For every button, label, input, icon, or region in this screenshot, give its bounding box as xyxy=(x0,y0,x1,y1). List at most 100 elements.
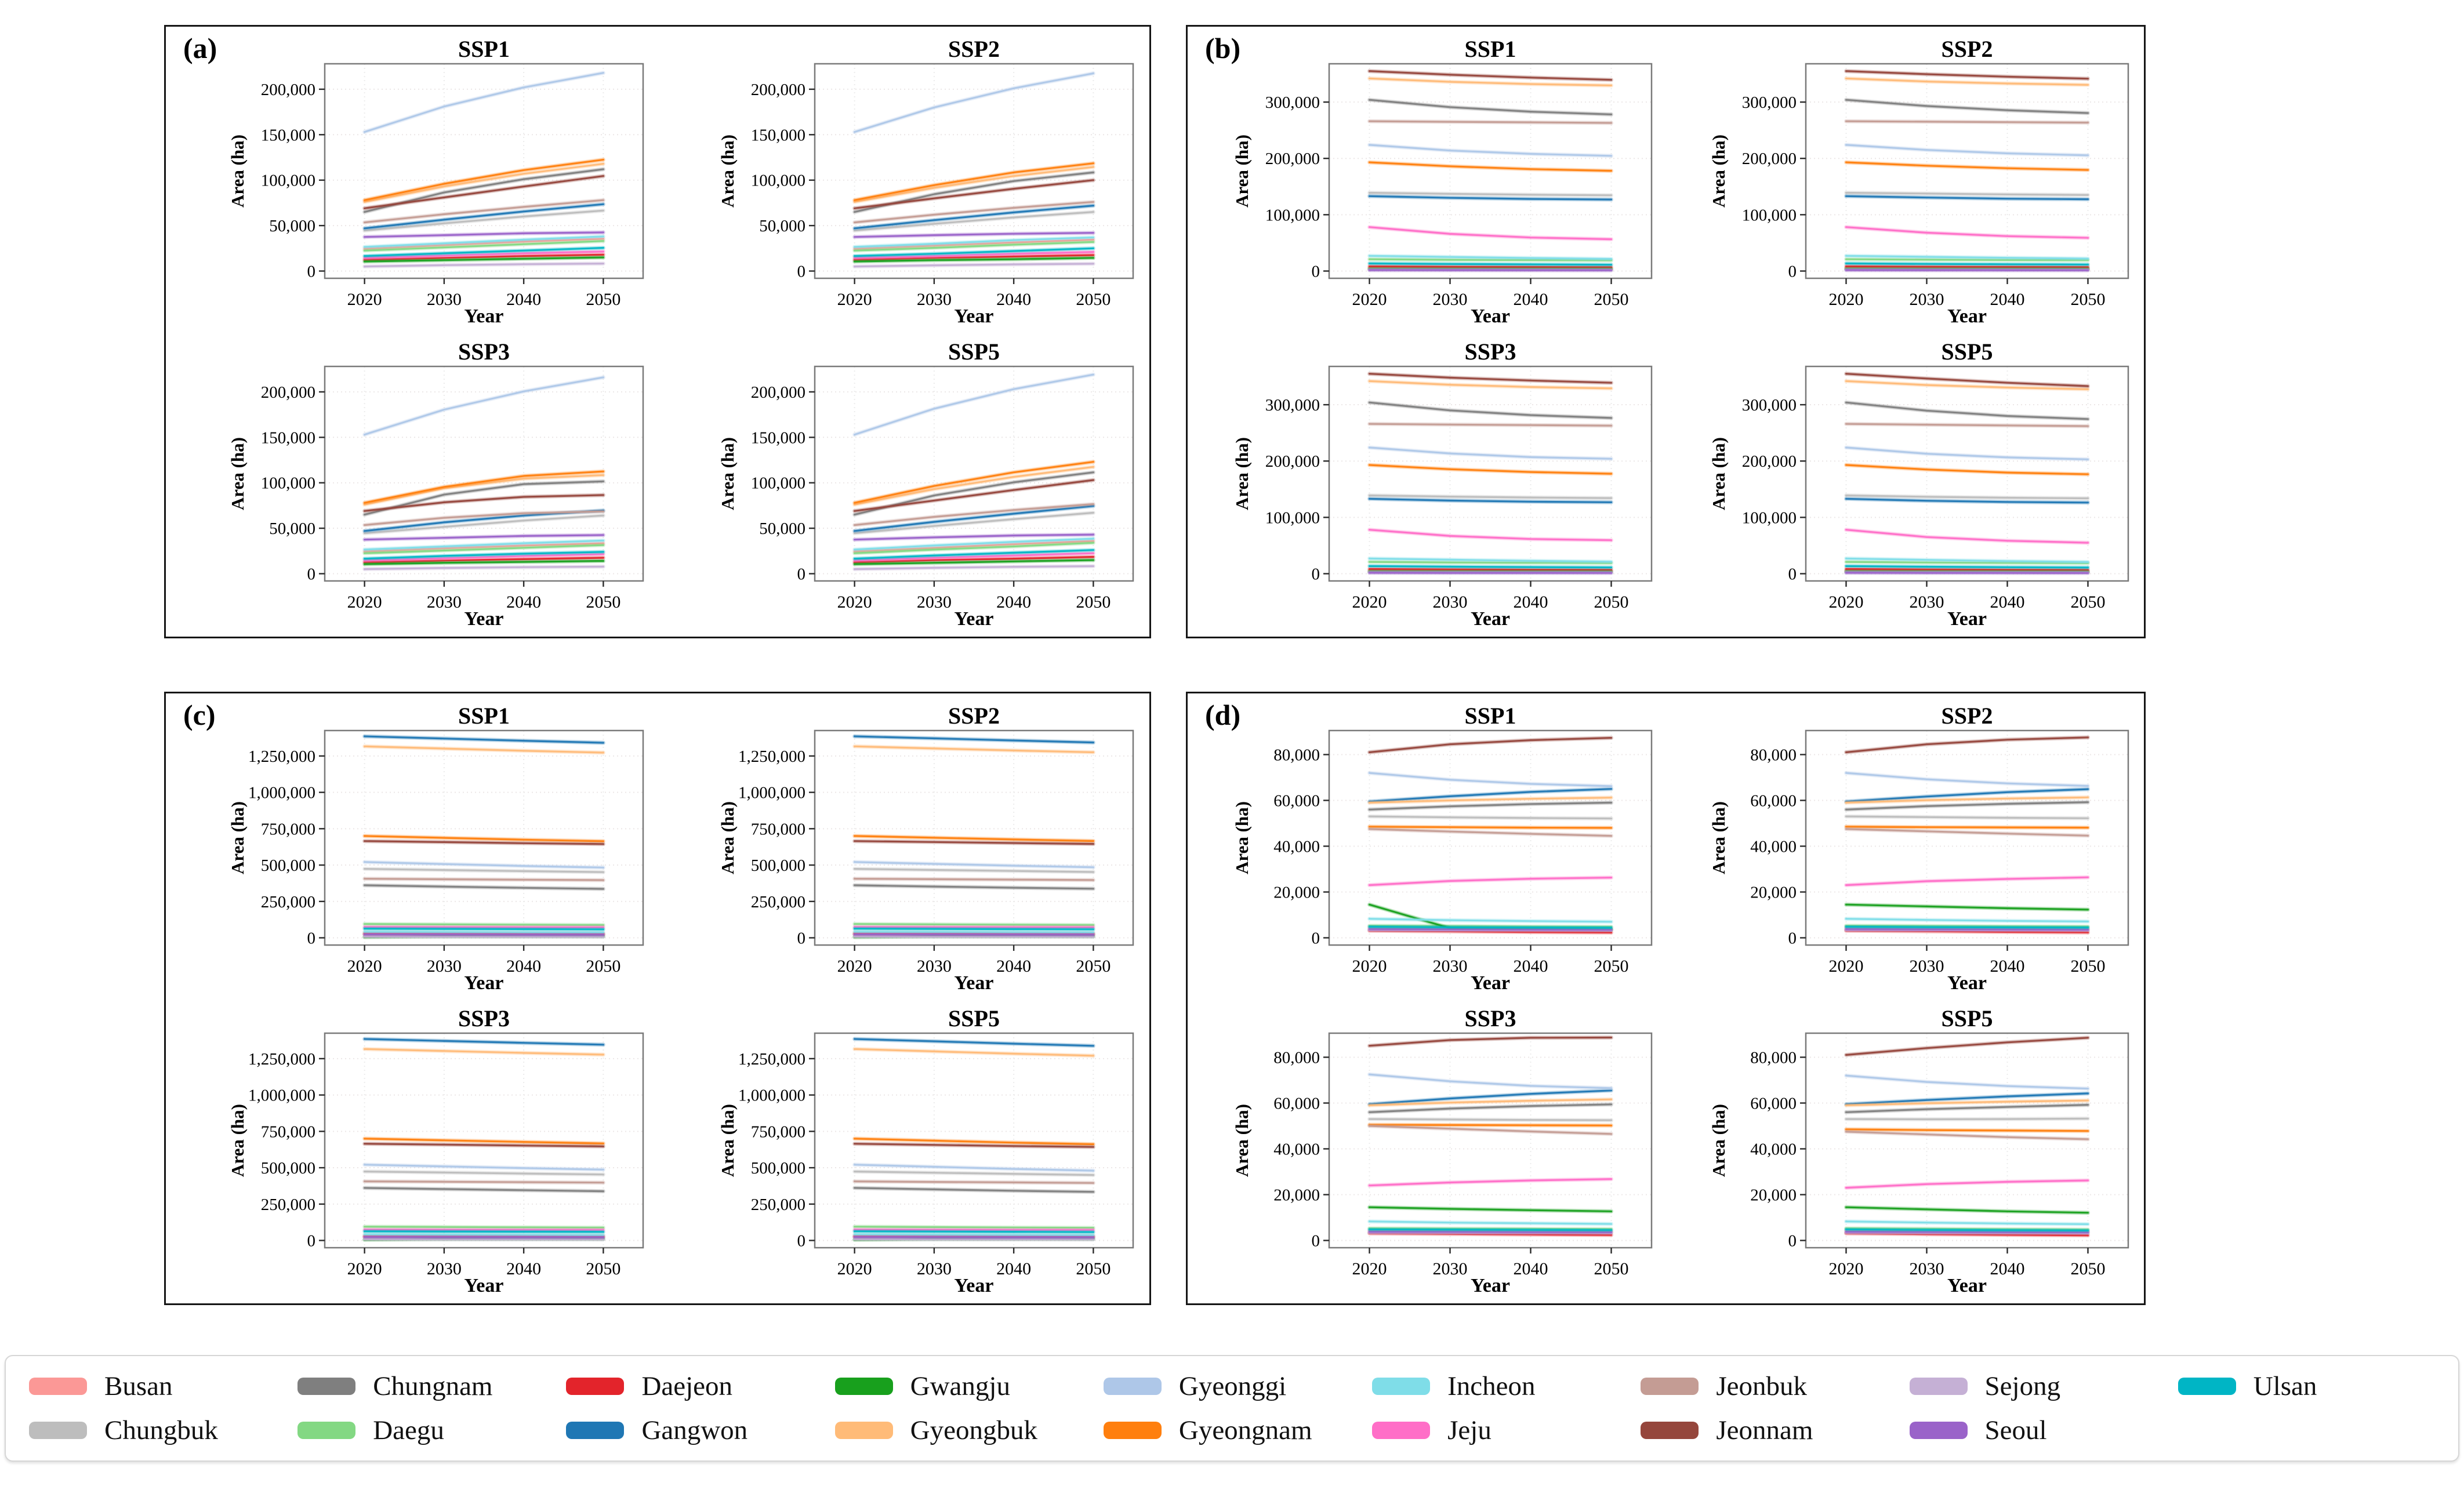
svg-text:2050: 2050 xyxy=(1594,593,1629,612)
svg-text:Area (ha): Area (ha) xyxy=(1708,1104,1729,1177)
legend-swatch-seoul xyxy=(1909,1422,1968,1439)
svg-text:20,000: 20,000 xyxy=(1750,883,1797,902)
legend-item-label: Chungbuk xyxy=(104,1415,218,1445)
svg-text:2030: 2030 xyxy=(1433,1259,1468,1278)
legend-swatch-daejeon xyxy=(566,1378,625,1395)
svg-text:2020: 2020 xyxy=(1829,1259,1864,1278)
svg-text:Area (ha): Area (ha) xyxy=(227,437,248,510)
svg-text:20,000: 20,000 xyxy=(1273,1186,1320,1204)
subplot-b-ssp2: 0 100,000 200,000 300,000 2020 2030 2040 2050 SS… xyxy=(1708,36,2129,327)
svg-text:2030: 2030 xyxy=(427,593,462,612)
svg-text:0: 0 xyxy=(1788,262,1797,281)
svg-text:1,000,000: 1,000,000 xyxy=(738,1087,805,1105)
svg-text:2040: 2040 xyxy=(1514,593,1548,612)
subplot-d-ssp5: 0 20,000 40,000 60,000 80,000 2020 2030 2040 205… xyxy=(1708,1005,2129,1296)
svg-text:SSP3: SSP3 xyxy=(458,1005,510,1031)
svg-text:2050: 2050 xyxy=(2071,290,2106,309)
svg-text:Year: Year xyxy=(1947,1275,1987,1296)
panel-c: (c) 0 250,000 500,000 750,000 1,000,000 1,250… xyxy=(164,692,1151,1305)
svg-text:750,000: 750,000 xyxy=(751,1122,805,1141)
svg-text:150,000: 150,000 xyxy=(751,428,805,447)
svg-text:200,000: 200,000 xyxy=(1265,150,1320,168)
svg-text:SSP1: SSP1 xyxy=(458,703,510,729)
svg-text:2050: 2050 xyxy=(2071,1259,2106,1278)
svg-text:2020: 2020 xyxy=(837,957,872,976)
svg-text:0: 0 xyxy=(307,262,316,281)
svg-text:Year: Year xyxy=(1471,306,1510,327)
legend-swatch-chungnam xyxy=(297,1378,356,1395)
svg-text:Year: Year xyxy=(465,1275,504,1296)
legend-swatch-ulsan xyxy=(2178,1378,2236,1395)
subplot-b-ssp3: 0 100,000 200,000 300,000 2020 2030 2040 2050 SS… xyxy=(1232,339,1653,630)
subplot-d-ssp3: 0 20,000 40,000 60,000 80,000 2020 2030 2040 205… xyxy=(1232,1005,1653,1296)
svg-text:2020: 2020 xyxy=(1352,593,1387,612)
svg-text:SSP1: SSP1 xyxy=(1465,36,1516,62)
svg-text:2020: 2020 xyxy=(837,593,872,612)
svg-text:SSP2: SSP2 xyxy=(948,36,1000,62)
svg-text:2040: 2040 xyxy=(506,957,541,976)
svg-text:200,000: 200,000 xyxy=(751,383,805,402)
svg-text:0: 0 xyxy=(797,1231,806,1250)
legend-swatch-jeju xyxy=(1372,1422,1431,1439)
svg-text:SSP2: SSP2 xyxy=(1942,703,1993,729)
legend-item-label: Gyeongnam xyxy=(1178,1415,1312,1445)
svg-text:SSP5: SSP5 xyxy=(948,339,1000,365)
svg-text:2040: 2040 xyxy=(506,290,541,309)
subplot-a-ssp1: 0 50,000 100,000 150,000 200,000 2020 2030 2040… xyxy=(227,36,644,327)
svg-text:20,000: 20,000 xyxy=(1750,1186,1797,1204)
legend-item-label: Gangwon xyxy=(641,1415,748,1445)
svg-text:1,000,000: 1,000,000 xyxy=(738,784,805,802)
legend-swatch-sejong xyxy=(1909,1378,1968,1395)
panel-d: (d) 0 20,000 40,000 60,000 80,000 2020 2030 204… xyxy=(1186,692,2146,1305)
svg-text:80,000: 80,000 xyxy=(1750,746,1797,764)
svg-text:2020: 2020 xyxy=(1829,957,1864,976)
svg-text:20,000: 20,000 xyxy=(1273,883,1320,902)
legend-item-chungbuk: Chungbuk xyxy=(29,1409,292,1451)
subplot-b-ssp5: 0 100,000 200,000 300,000 2020 2030 2040 2050 SS… xyxy=(1708,339,2129,630)
svg-text:SSP5: SSP5 xyxy=(1942,339,1993,365)
svg-text:Year: Year xyxy=(465,608,504,630)
svg-text:40,000: 40,000 xyxy=(1750,837,1797,856)
svg-text:150,000: 150,000 xyxy=(751,126,805,144)
svg-text:2040: 2040 xyxy=(506,593,541,612)
legend-item-label: Jeju xyxy=(1447,1415,1492,1445)
svg-text:2030: 2030 xyxy=(1910,957,1944,976)
svg-text:2030: 2030 xyxy=(427,1259,462,1278)
legend-swatch-gwangju xyxy=(834,1378,893,1395)
legend-swatch-jeonnam xyxy=(1641,1422,1699,1439)
legend-item-label: Sejong xyxy=(1984,1371,2061,1401)
svg-text:40,000: 40,000 xyxy=(1750,1140,1797,1158)
svg-text:2020: 2020 xyxy=(347,957,382,976)
svg-text:Year: Year xyxy=(465,306,504,327)
svg-text:200,000: 200,000 xyxy=(751,81,805,99)
svg-text:0: 0 xyxy=(797,262,806,281)
svg-text:Year: Year xyxy=(1947,972,1987,994)
svg-text:2050: 2050 xyxy=(586,593,620,612)
svg-text:Area (ha): Area (ha) xyxy=(227,1104,248,1177)
svg-text:2020: 2020 xyxy=(837,290,872,309)
svg-text:Area (ha): Area (ha) xyxy=(717,1104,738,1177)
svg-text:Year: Year xyxy=(955,972,994,994)
legend: Busan Chungbuk Chungnam Daegu Daejeon Gangwon… xyxy=(5,1355,2459,1462)
svg-text:Area (ha): Area (ha) xyxy=(717,801,738,874)
svg-text:2030: 2030 xyxy=(427,957,462,976)
svg-text:60,000: 60,000 xyxy=(1750,1094,1797,1113)
subplot-d-ssp1: 0 20,000 40,000 60,000 80,000 2020 2030 2040 205… xyxy=(1232,703,1653,994)
svg-text:2050: 2050 xyxy=(1076,1259,1111,1278)
svg-text:Area (ha): Area (ha) xyxy=(1708,801,1729,874)
svg-text:SSP2: SSP2 xyxy=(1942,36,1993,62)
svg-text:2050: 2050 xyxy=(1076,290,1111,309)
legend-item-daejeon: Daejeon xyxy=(566,1365,829,1407)
legend-item-label: Daegu xyxy=(373,1415,444,1445)
svg-text:100,000: 100,000 xyxy=(261,474,315,493)
svg-text:SSP3: SSP3 xyxy=(458,339,510,365)
svg-text:300,000: 300,000 xyxy=(1742,396,1797,415)
legend-item-gyeonggi: Gyeonggi xyxy=(1103,1365,1366,1407)
svg-text:60,000: 60,000 xyxy=(1273,1094,1320,1113)
svg-text:2040: 2040 xyxy=(1990,593,2025,612)
svg-text:Area (ha): Area (ha) xyxy=(1708,437,1729,510)
subplot-a-ssp3: 0 50,000 100,000 150,000 200,000 2020 2030 2040… xyxy=(227,339,644,630)
svg-text:2020: 2020 xyxy=(1352,290,1387,309)
svg-text:SSP5: SSP5 xyxy=(1942,1005,1993,1031)
